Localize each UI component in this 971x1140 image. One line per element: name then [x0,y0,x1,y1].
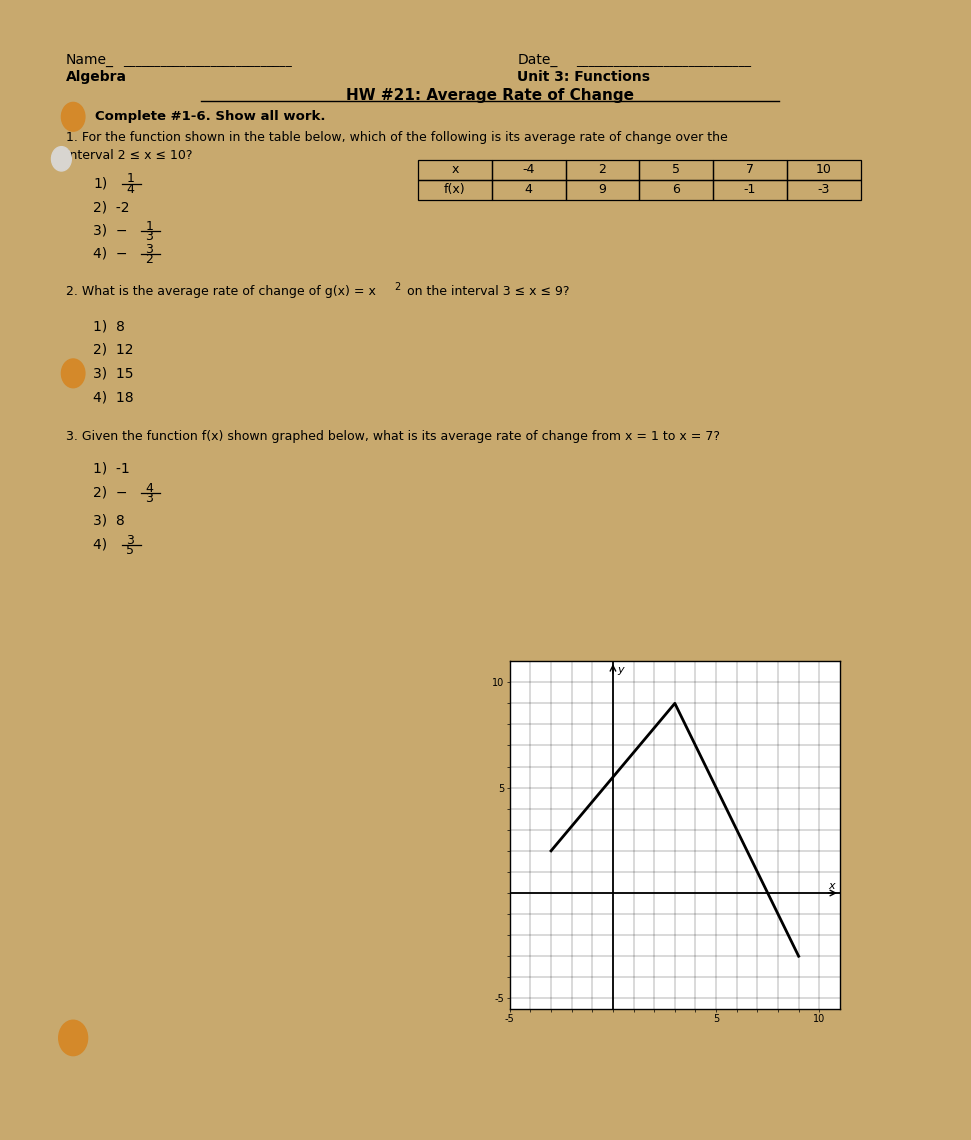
Bar [713,180,787,200]
Text: 2)  -2: 2) -2 [93,201,129,214]
Circle shape [51,147,71,171]
Text: 3: 3 [146,491,153,505]
Text: 2: 2 [146,253,153,266]
Text: Complete #1-6. Show all work.: Complete #1-6. Show all work. [95,111,325,123]
Text: 4: 4 [524,184,533,196]
Bar [787,160,860,180]
Text: 1)  -1: 1) -1 [93,462,130,475]
Text: 3: 3 [126,534,134,547]
Text: 7: 7 [746,163,753,177]
Text: 4)  −: 4) − [93,247,127,261]
Text: 1: 1 [126,172,134,185]
Text: 9: 9 [598,184,607,196]
Text: Name_: Name_ [66,54,114,67]
Text: 3)  15: 3) 15 [93,366,134,381]
Text: 10: 10 [816,163,831,177]
Bar [713,160,787,180]
Text: 2)  12: 2) 12 [93,342,134,356]
Text: 2: 2 [394,282,401,292]
Text: 2)  −: 2) − [93,486,127,499]
Bar [419,180,492,200]
Text: 4: 4 [126,184,134,196]
Text: Date_: Date_ [518,54,557,67]
Text: 5: 5 [126,544,134,556]
Text: y: y [617,665,623,675]
Bar [492,160,565,180]
Text: -4: -4 [522,163,535,177]
Text: ___________________________: ___________________________ [122,54,291,67]
Bar [787,180,860,200]
Text: 4: 4 [146,482,153,495]
Text: interval 2 ≤ x ≤ 10?: interval 2 ≤ x ≤ 10? [66,149,192,162]
Text: 3)  8: 3) 8 [93,513,124,528]
Circle shape [61,103,84,131]
Text: 3)  −: 3) − [93,223,127,238]
Bar [566,160,639,180]
Text: Algebra: Algebra [66,70,127,84]
Text: x: x [452,163,458,177]
Text: 1: 1 [146,220,153,233]
Text: 4)  18: 4) 18 [93,391,134,405]
Circle shape [58,1020,87,1056]
Bar [419,160,492,180]
Text: 1): 1) [93,177,107,190]
Text: Unit 3: Functions: Unit 3: Functions [518,70,651,84]
Circle shape [61,359,84,388]
Text: x: x [828,880,835,890]
Text: 3. Given the function f(x) shown graphed below, what is its average rate of chan: 3. Given the function f(x) shown graphed… [66,430,720,442]
Text: 6: 6 [672,184,680,196]
Bar [639,180,713,200]
Text: 1. For the function shown in the table below, which of the following is its aver: 1. For the function shown in the table b… [66,131,727,145]
Bar [639,160,713,180]
Text: 3: 3 [146,243,153,256]
Bar [492,180,565,200]
Text: 2. What is the average rate of change of g(x) = x: 2. What is the average rate of change of… [66,285,376,298]
Text: ____________________________: ____________________________ [576,54,752,67]
Text: 5: 5 [672,163,681,177]
Text: 4): 4) [93,538,116,552]
Text: 1)  8: 1) 8 [93,320,125,334]
Text: 2: 2 [598,163,607,177]
Text: f(x): f(x) [444,184,466,196]
Text: HW #21: Average Rate of Change: HW #21: Average Rate of Change [347,88,634,104]
Bar [566,180,639,200]
Text: 3: 3 [146,230,153,243]
Text: on the interval 3 ≤ x ≤ 9?: on the interval 3 ≤ x ≤ 9? [403,285,569,298]
Text: -1: -1 [744,184,756,196]
Text: -3: -3 [818,184,830,196]
